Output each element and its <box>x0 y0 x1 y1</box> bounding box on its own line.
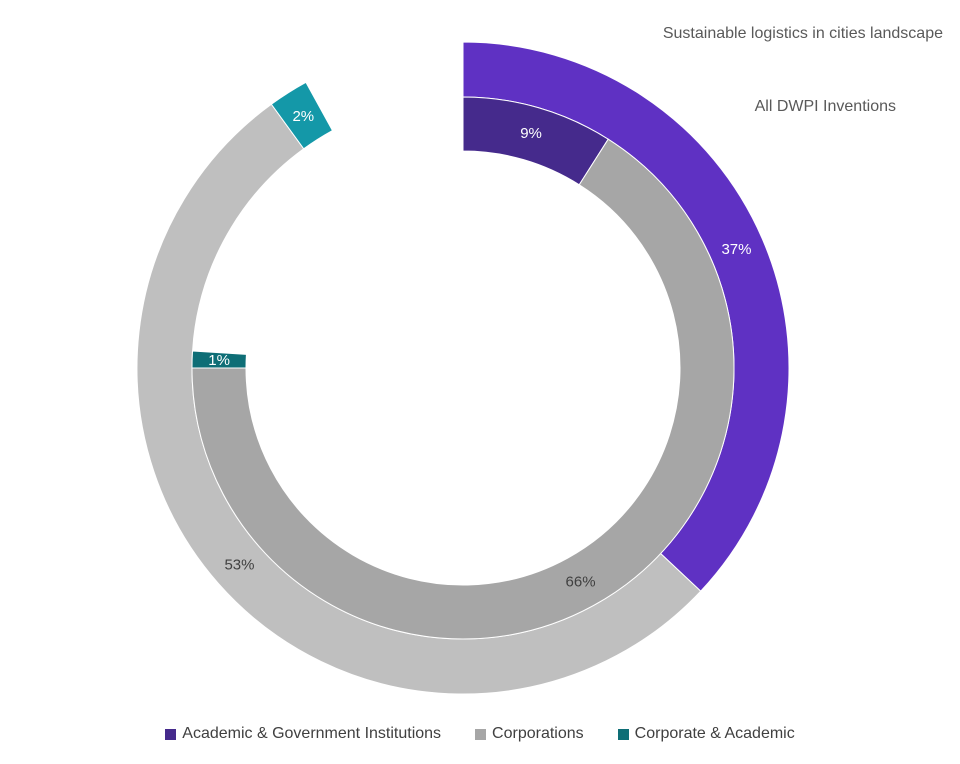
inner-ring-label-corporations: 66% <box>566 573 596 590</box>
legend-label-corporations: Corporations <box>492 725 584 742</box>
inner-ring-label-academic-and-government-institutions: 9% <box>520 125 542 142</box>
inner-ring-slice-corporate-and-academic <box>191 350 247 369</box>
outer-ring-slice-corporate-and-academic <box>270 81 334 150</box>
legend-swatch-corporations <box>475 728 487 740</box>
legend-swatch-academic-government <box>165 728 177 740</box>
inner-ring-label-corporate-and-academic: 1% <box>208 352 230 369</box>
legend-item-corporations: Corporations <box>475 725 584 743</box>
legend-item-corporate-academic: Corporate & Academic <box>617 725 795 743</box>
outer-ring-label-corporations: 53% <box>224 557 254 574</box>
legend-swatch-corporate-academic <box>617 728 629 740</box>
inner-ring-slice-corporations <box>191 138 735 640</box>
outer-ring-label-academic-and-government-institutions: 37% <box>721 241 751 258</box>
outer-ring-title: Sustainable logistics in cities landscap… <box>663 25 943 42</box>
chart-legend: Academic & Government Institutions Corpo… <box>0 722 960 746</box>
outer-ring-label-corporate-and-academic: 2% <box>292 108 314 125</box>
legend-item-academic-government: Academic & Government Institutions <box>165 725 441 743</box>
inner-ring-title: All DWPI Inventions <box>755 98 896 115</box>
legend-label-academic-government: Academic & Government Institutions <box>182 725 442 742</box>
donut-chart: Sustainable logistics in cities landscap… <box>136 25 943 695</box>
legend-label-corporate-academic: Corporate & Academic <box>634 725 795 742</box>
